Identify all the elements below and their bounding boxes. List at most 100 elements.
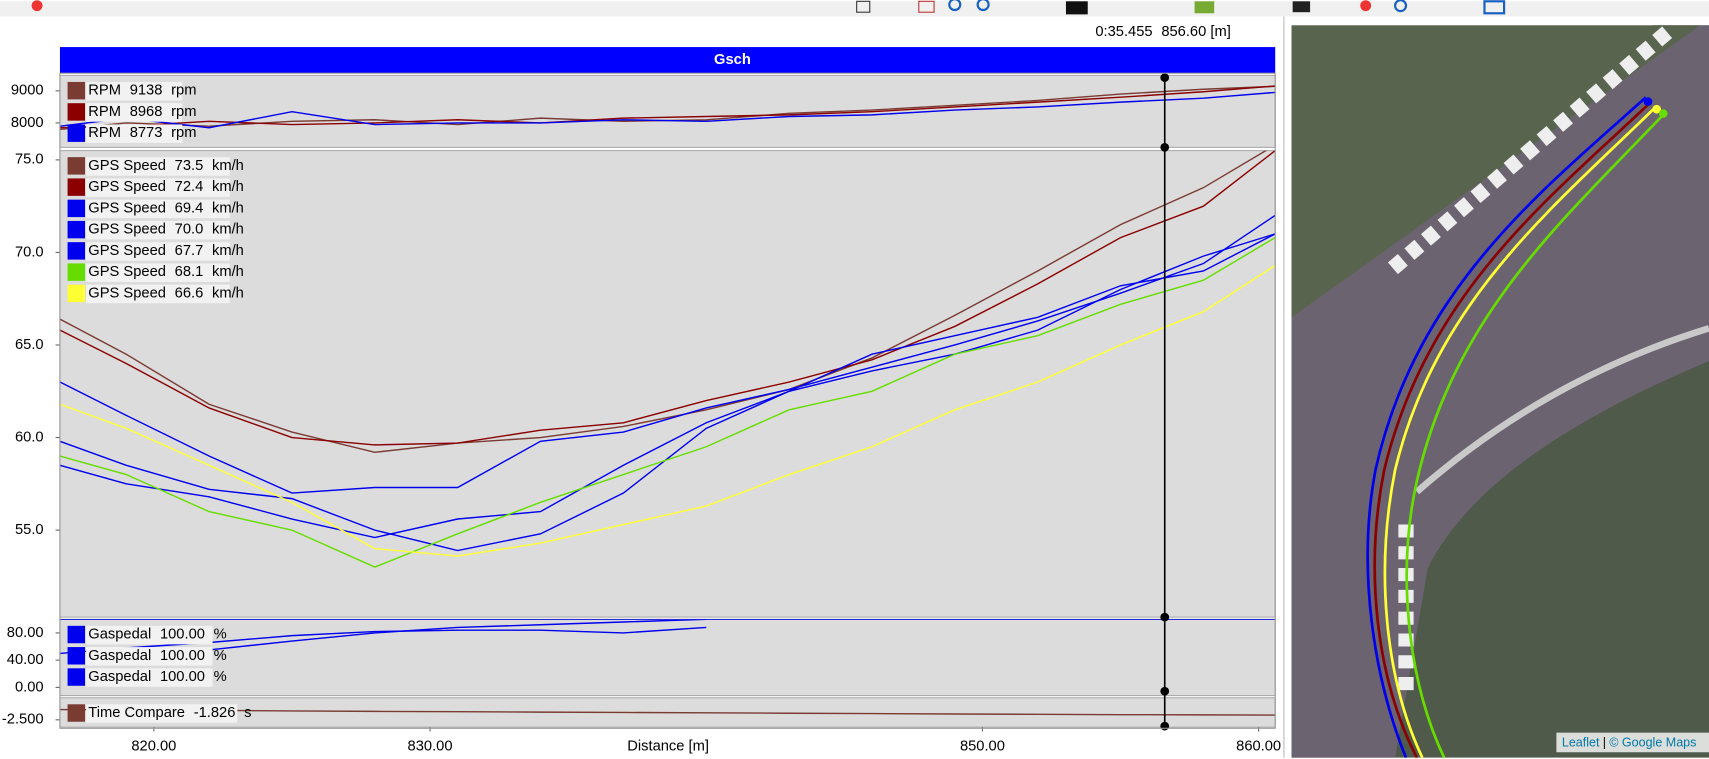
legend-reading: 66.6 — [175, 285, 204, 301]
legend-entry: Time Compare -1.826 s — [67, 704, 251, 723]
legend-name: RPM — [88, 125, 121, 141]
panel-bg — [59, 74, 1276, 148]
racing-line — [1405, 112, 1666, 758]
x-tick-label: 830.00 — [408, 739, 453, 755]
legend-reading: 70.0 — [175, 222, 204, 238]
legend-swatch — [67, 647, 86, 665]
y-tick-label: 60.0 — [15, 429, 44, 445]
y-tick-label: 55.0 — [15, 522, 44, 538]
legend-swatch — [67, 242, 86, 260]
legend-text: Gaspedal 100.00% — [88, 626, 226, 642]
cursor-handle — [1160, 721, 1170, 731]
chart-title: Gsch — [714, 52, 751, 68]
y-tick-label: 9000 — [11, 83, 44, 99]
legend-name: GPS Speed — [88, 243, 166, 259]
legend-name: GPS Speed — [88, 222, 166, 238]
legend-name: Gaspedal — [88, 669, 151, 685]
attribution-separator: | — [1603, 736, 1606, 750]
x-tick-label: 820.00 — [131, 739, 176, 755]
legend-entry: RPM 8773 rpm — [67, 124, 196, 143]
cursor-handle — [1160, 612, 1170, 622]
racing-line — [1373, 100, 1653, 758]
legend-bg — [86, 263, 230, 282]
legend-text: GPS Speed 69.4 km/h — [88, 200, 244, 216]
legend-name: GPS Speed — [88, 200, 166, 216]
chart-border — [59, 72, 1276, 729]
legend-name: Time Compare — [88, 705, 185, 721]
y-tick-label: 75.0 — [15, 152, 44, 168]
zoom-icon[interactable] — [976, 0, 990, 12]
tool-icon[interactable] — [856, 0, 871, 13]
attribution-bg — [1556, 732, 1709, 753]
y-tick-label: 8000 — [11, 115, 44, 131]
legend-entry: GPS Speed 72.4 km/h — [67, 178, 244, 197]
legend-text: GPS Speed 70.0 km/h — [88, 222, 244, 238]
legend-unit: % — [214, 648, 227, 664]
legend-bg — [86, 625, 213, 645]
x-axis-label: Distance [m] — [627, 739, 709, 755]
racing-line — [1383, 104, 1658, 758]
legend-text: GPS Speed 68.1 km/h — [88, 264, 244, 280]
legend-text: RPM 8773 rpm — [88, 125, 196, 141]
series-line — [59, 214, 1276, 494]
y-tick-label: 80.00 — [7, 625, 44, 641]
legend-unit: % — [214, 626, 227, 642]
curb — [1387, 26, 1673, 275]
cursor-distance: 856.60 [m] — [1161, 24, 1230, 40]
legend-bg — [86, 124, 183, 143]
series-line — [208, 619, 707, 651]
attribution-link[interactable]: © Google Maps — [1609, 736, 1696, 750]
legend-bg — [86, 178, 230, 197]
legend-reading: 100.00 — [160, 626, 205, 642]
locate-icon[interactable] — [1394, 0, 1408, 13]
y-tick-label: 70.0 — [15, 244, 44, 260]
cursor-time: 0:35.455 — [1095, 24, 1152, 40]
legend-text: Gaspedal 100.00% — [88, 669, 226, 685]
legend-bg — [86, 81, 183, 101]
track-surface — [1291, 25, 1709, 758]
legend-text: RPM 8968 rpm — [88, 104, 196, 120]
tool-icon[interactable] — [1065, 1, 1088, 15]
legend-bg — [86, 220, 230, 240]
legend-text: Gaspedal 100.00% — [88, 648, 226, 664]
legend-bg — [86, 647, 213, 666]
legend-entry: GPS Speed 73.5 km/h — [67, 157, 244, 176]
legend-unit: km/h — [212, 243, 244, 259]
record-icon[interactable] — [1360, 0, 1372, 12]
series-line — [59, 236, 1276, 568]
settings-icon[interactable] — [1292, 1, 1311, 13]
legend-entry: GPS Speed 68.1 km/h — [67, 263, 244, 282]
legend-reading: 68.1 — [175, 264, 204, 280]
legend-reading: 100.00 — [160, 669, 205, 685]
legend-name: GPS Speed — [88, 158, 166, 174]
legend-bg — [86, 157, 230, 176]
legend-name: Gaspedal — [88, 648, 151, 664]
legend-entry: Gaspedal 100.00% — [67, 668, 227, 687]
legend-entry: GPS Speed 67.7 km/h — [67, 242, 244, 261]
toolbar-bg — [0, 1, 1709, 17]
legend-bg — [86, 704, 238, 723]
record-icon[interactable] — [31, 0, 43, 12]
cursor-handle — [1160, 73, 1170, 82]
car-marker — [1658, 109, 1668, 118]
tool-icon[interactable] — [918, 0, 935, 13]
legend-entry: RPM 9138 rpm — [67, 81, 196, 101]
legend-text: GPS Speed 66.6 km/h — [88, 285, 244, 301]
legend-unit: km/h — [212, 158, 244, 174]
series-line — [59, 264, 1276, 557]
legend-entry: RPM 8968 rpm — [67, 103, 196, 122]
legend-reading: -1.826 — [194, 705, 236, 721]
play-icon[interactable] — [1483, 0, 1506, 15]
legend-name: GPS Speed — [88, 179, 166, 195]
attribution-link[interactable]: Leaflet — [1562, 736, 1600, 750]
legend-entry: GPS Speed 69.4 km/h — [67, 199, 244, 219]
legend-reading: 72.4 — [175, 179, 204, 195]
legend-unit: rpm — [171, 125, 196, 141]
zoom-icon[interactable] — [948, 0, 962, 12]
tool-icon[interactable] — [1194, 1, 1215, 14]
legend-swatch — [67, 625, 86, 644]
y-tick-label: 0.00 — [15, 679, 44, 695]
legend-bg — [86, 103, 183, 122]
